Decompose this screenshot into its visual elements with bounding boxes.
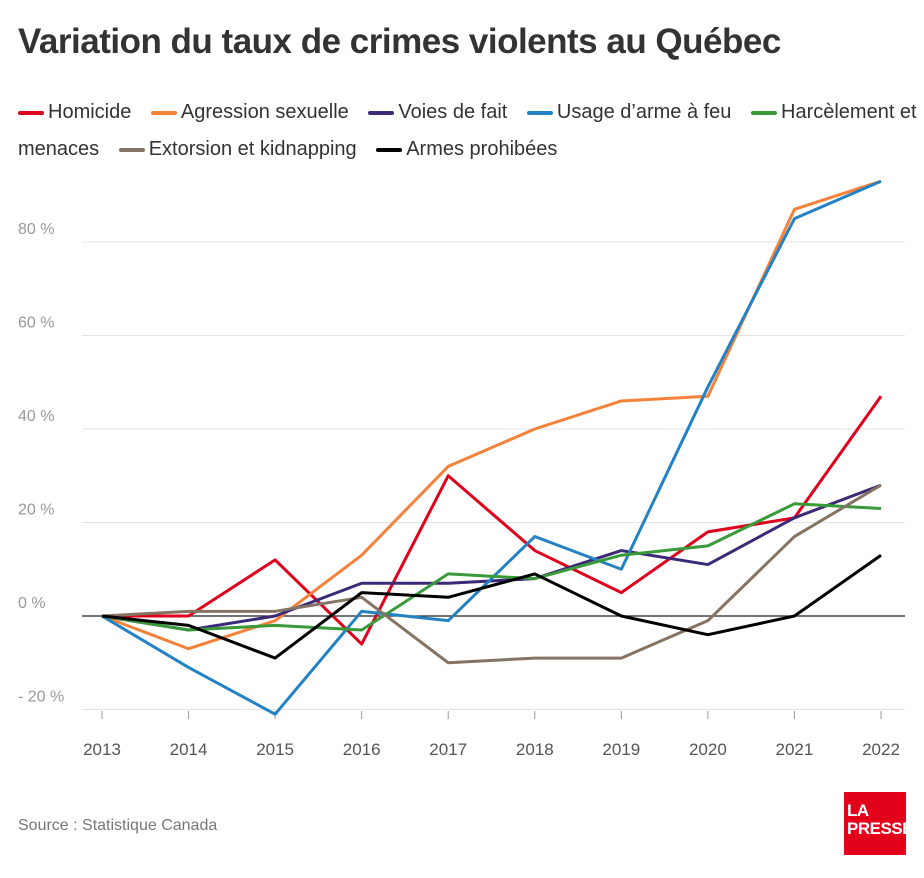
series-line: [101, 483, 882, 632]
legend-swatch: [526, 110, 553, 115]
legend: Homicide Agression sexuelle Voies de fai…: [18, 94, 918, 168]
legend-swatch: [118, 147, 145, 152]
legend-label: Harcèlement et menaces: [18, 101, 917, 160]
legend-item: Agression sexuelle: [150, 101, 349, 123]
chart-title: Variation du taux de crimes violents au …: [18, 22, 781, 61]
source-note: Source : Statistique Canada: [18, 817, 218, 834]
x-tick-label: 2020: [689, 740, 727, 759]
la-presse-logo: LA PRESSE: [844, 792, 913, 855]
x-tick-label: 2022: [862, 740, 900, 759]
y-tick-label: - 20 %: [18, 689, 64, 706]
line-chart: - 20 % 0 % 20 % 40 % 60 % 80 % 2013 2014 2015 201…: [18, 179, 905, 759]
x-tick-label: 2013: [83, 740, 121, 759]
legend-swatch: [18, 110, 44, 115]
legend-swatch: [376, 147, 403, 152]
x-tick-label: 2016: [343, 740, 381, 759]
y-tick-label: 0 %: [18, 595, 46, 612]
series-line: [101, 179, 882, 716]
legend-label: Armes prohibées: [406, 138, 558, 160]
y-tick-label: 80 %: [18, 221, 54, 238]
legend-item: Usage d’arme à feu: [526, 101, 732, 123]
legend-label: Voies de fait: [398, 101, 508, 123]
x-tick-label: 2019: [602, 740, 640, 759]
legend-item: Extorsion et kidnapping: [118, 138, 357, 160]
x-tick-label: 2021: [776, 740, 814, 759]
legend-label: Homicide: [48, 101, 132, 123]
series-line: [101, 483, 882, 665]
legend-item: Homicide: [18, 101, 131, 123]
x-tick-label: 2014: [170, 740, 208, 759]
x-tick-label: 2017: [429, 740, 467, 759]
series-line: [101, 553, 882, 660]
x-tick-label: 2018: [516, 740, 554, 759]
legend-swatch: [751, 110, 777, 115]
legend-item: Voies de fait: [368, 101, 507, 123]
legend-swatch: [150, 110, 177, 115]
series-line: [101, 502, 882, 632]
x-tick-label: 2015: [256, 740, 294, 759]
y-tick-label: 60 %: [18, 315, 54, 332]
legend-item: Harcèlement et menaces: [18, 101, 917, 160]
legend-swatch: [368, 110, 395, 115]
legend-label: Usage d’arme à feu: [556, 101, 732, 123]
legend-label: Extorsion et kidnapping: [148, 138, 357, 160]
legend-item: Armes prohibées: [376, 138, 557, 160]
legend-label: Agression sexuelle: [180, 101, 349, 123]
y-tick-label: 40 %: [18, 408, 54, 425]
y-tick-label: 20 %: [18, 502, 54, 519]
